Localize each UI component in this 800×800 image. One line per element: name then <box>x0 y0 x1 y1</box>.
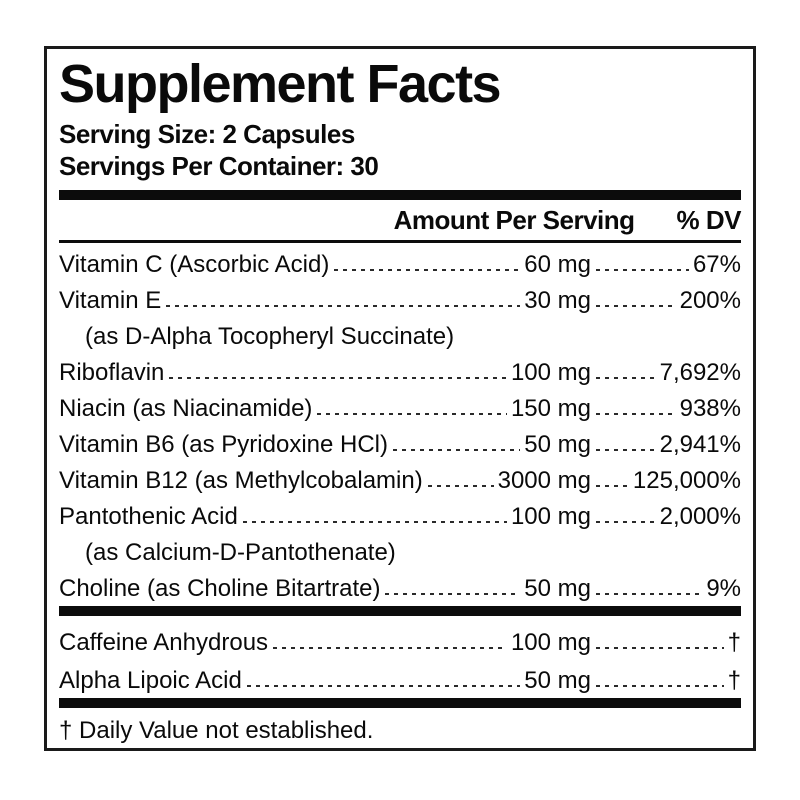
dot-leader <box>596 685 724 688</box>
dot-leader <box>166 305 521 308</box>
nutrient-dv: 67% <box>692 251 741 279</box>
dot-leader <box>317 413 507 416</box>
nutrient-dv: † <box>727 629 741 657</box>
nutrient-row: Vitamin B12 (as Methylcobalamin) 3000 mg… <box>59 459 741 495</box>
nutrient-row: Riboflavin 100 mg 7,692% <box>59 351 741 387</box>
nutrient-name: Niacin (as Niacinamide) <box>59 395 313 423</box>
nutrient-name: (as D-Alpha Tocopheryl Succinate) <box>85 323 455 351</box>
dv-column: 67% <box>591 252 741 279</box>
dot-leader <box>596 593 703 596</box>
nutrient-dv: 9% <box>706 575 741 603</box>
nutrient-name: Vitamin E <box>59 287 162 315</box>
nutrient-amount: 100 mg <box>510 629 591 657</box>
supplement-facts-panel: Supplement Facts Serving Size: 2 Capsule… <box>44 46 756 751</box>
nutrient-amount: 3000 mg <box>497 467 591 495</box>
dv-column: 2,941% <box>591 432 741 459</box>
column-header-row: Amount Per Serving % DV <box>59 200 742 240</box>
dot-leader <box>596 647 724 650</box>
nutrient-name: Pantothenic Acid <box>59 503 238 531</box>
nutrient-row: Vitamin E 30 mg 200% <box>59 279 741 315</box>
dv-column: † <box>591 668 741 695</box>
nutrient-row: Alpha Lipoic Acid 50 mg † <box>59 657 741 695</box>
divider-bar-bottom <box>59 698 741 709</box>
divider-bar-middle <box>59 606 741 617</box>
nutrient-dv: 7,692% <box>659 359 741 387</box>
nutrient-rows-other: Caffeine Anhydrous 100 mg † Alpha Lipoic… <box>59 619 741 695</box>
nutrient-row: Vitamin C (Ascorbic Acid) 60 mg 67% <box>59 243 741 279</box>
nutrient-row: Niacin (as Niacinamide) 150 mg 938% <box>59 387 741 423</box>
dot-leader <box>334 269 521 272</box>
nutrient-amount: 30 mg <box>524 287 591 315</box>
nutrient-amount: 60 mg <box>524 251 591 279</box>
dv-column: † <box>591 630 741 657</box>
footnote-text: † Daily Value not established. <box>59 717 374 745</box>
nutrient-dv: 2,941% <box>659 431 741 459</box>
nutrient-name: Riboflavin <box>59 359 165 387</box>
nutrient-amount: 150 mg <box>510 395 591 423</box>
serving-size-text: Serving Size: 2 Capsules <box>59 119 355 149</box>
nutrient-amount: 100 mg <box>510 503 591 531</box>
dot-leader <box>427 485 494 488</box>
dot-leader <box>393 449 521 452</box>
dot-leader <box>385 593 521 596</box>
dot-leader <box>596 305 676 308</box>
nutrient-row: (as D-Alpha Tocopheryl Succinate) <box>59 315 741 351</box>
nutrient-amount: 50 mg <box>524 667 591 695</box>
nutrient-row: Choline (as Choline Bitartrate) 50 mg 9% <box>59 567 741 603</box>
dv-column: 2,000% <box>591 504 741 531</box>
dot-leader <box>596 485 629 488</box>
dot-leader <box>596 377 656 380</box>
nutrient-name: Vitamin B6 (as Pyridoxine HCl) <box>59 431 389 459</box>
dv-column: 7,692% <box>591 360 741 387</box>
dot-leader <box>596 269 689 272</box>
nutrient-row: Pantothenic Acid 100 mg 2,000% <box>59 495 741 531</box>
dv-column: 125,000% <box>591 468 741 495</box>
nutrient-dv: 125,000% <box>632 467 741 495</box>
dot-leader <box>273 647 507 650</box>
header-rule <box>59 240 741 244</box>
column-header-amount: Amount Per Serving <box>393 205 635 236</box>
nutrient-dv: 2,000% <box>659 503 741 531</box>
dv-column: 938% <box>591 396 741 423</box>
nutrient-amount: 50 mg <box>524 575 591 603</box>
nutrient-row: Caffeine Anhydrous 100 mg † <box>59 619 741 657</box>
nutrient-name: Vitamin B12 (as Methylcobalamin) <box>59 467 423 495</box>
dot-leader <box>596 449 656 452</box>
nutrient-name: Choline (as Choline Bitartrate) <box>59 575 381 603</box>
nutrient-row: (as Calcium-D-Pantothenate) <box>59 531 741 567</box>
dot-leader <box>169 377 507 380</box>
dv-column: 9% <box>591 576 741 603</box>
dot-leader <box>246 685 521 688</box>
nutrient-rows-main: Vitamin C (Ascorbic Acid) 60 mg 67% Vita… <box>59 243 741 603</box>
nutrient-row: Vitamin B6 (as Pyridoxine HCl) 50 mg 2,9… <box>59 423 741 459</box>
nutrient-name: Caffeine Anhydrous <box>59 629 269 657</box>
divider-bar-top <box>59 190 741 201</box>
dv-column: 200% <box>591 288 741 315</box>
nutrient-dv: † <box>727 667 741 695</box>
nutrient-dv: 200% <box>679 287 741 315</box>
dot-leader <box>596 521 656 524</box>
dot-leader <box>596 413 676 416</box>
column-header-dv: % DV <box>676 205 742 236</box>
nutrient-name: (as Calcium-D-Pantothenate) <box>85 539 396 567</box>
servings-per-container-text: Servings Per Container: 30 <box>59 150 379 181</box>
nutrient-name: Alpha Lipoic Acid <box>59 667 242 695</box>
nutrient-amount: 100 mg <box>510 359 591 387</box>
dot-leader <box>242 521 507 524</box>
nutrient-name: Vitamin C (Ascorbic Acid) <box>59 251 330 279</box>
nutrient-amount: 50 mg <box>524 431 591 459</box>
panel-title: Supplement Facts <box>59 54 502 114</box>
nutrient-dv: 938% <box>679 395 741 423</box>
